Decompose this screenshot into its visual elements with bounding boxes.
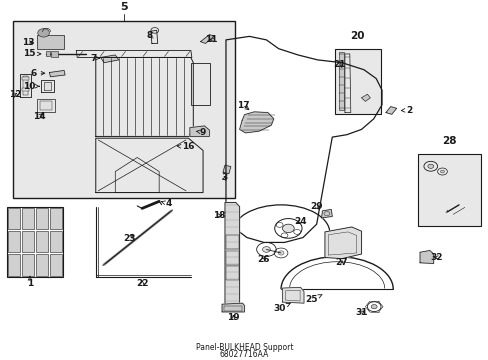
Bar: [13, 21, 234, 198]
Bar: [190, 63, 210, 105]
Bar: [22, 231, 34, 252]
Polygon shape: [200, 35, 214, 44]
Text: 14: 14: [33, 112, 46, 121]
Text: 19: 19: [226, 313, 239, 322]
Polygon shape: [223, 165, 230, 174]
Text: 20: 20: [350, 31, 365, 41]
Bar: [50, 255, 61, 276]
Bar: [40, 100, 52, 110]
Text: 1: 1: [27, 276, 33, 288]
Text: 68027716AA: 68027716AA: [220, 350, 268, 359]
Text: 21: 21: [332, 60, 345, 69]
Bar: [36, 208, 47, 229]
Bar: [338, 52, 344, 110]
Bar: [37, 99, 55, 112]
Polygon shape: [101, 55, 119, 63]
Polygon shape: [385, 107, 396, 114]
Text: 22: 22: [136, 279, 148, 288]
Polygon shape: [239, 112, 273, 133]
Bar: [6, 207, 62, 277]
Text: 11: 11: [204, 35, 217, 44]
Text: 7: 7: [90, 54, 99, 63]
Bar: [51, 51, 58, 58]
Text: 26: 26: [256, 256, 269, 265]
Circle shape: [262, 247, 270, 252]
Polygon shape: [419, 251, 433, 264]
Text: 2: 2: [401, 105, 411, 114]
Text: 10: 10: [23, 82, 40, 91]
Text: 6: 6: [31, 69, 45, 78]
Polygon shape: [282, 287, 304, 303]
Circle shape: [278, 251, 284, 255]
Bar: [37, 35, 64, 49]
Bar: [22, 77, 29, 80]
Circle shape: [38, 29, 49, 37]
Text: 24: 24: [293, 217, 306, 226]
Text: 23: 23: [123, 234, 136, 243]
Polygon shape: [189, 126, 209, 136]
Bar: [225, 235, 238, 249]
Bar: [417, 154, 480, 226]
Bar: [8, 255, 20, 276]
Bar: [36, 255, 47, 276]
Bar: [8, 208, 20, 229]
Text: 13: 13: [22, 38, 35, 47]
Polygon shape: [43, 82, 51, 90]
Text: 29: 29: [310, 202, 322, 211]
Text: 3: 3: [222, 174, 228, 183]
Text: 31: 31: [355, 308, 367, 317]
Text: 30: 30: [273, 303, 289, 313]
Polygon shape: [224, 202, 239, 306]
Bar: [225, 251, 238, 265]
Text: 32: 32: [430, 253, 443, 262]
Bar: [224, 306, 241, 311]
Bar: [22, 255, 34, 276]
Text: 27: 27: [335, 258, 347, 267]
Bar: [22, 88, 29, 91]
Bar: [36, 231, 47, 252]
Text: 28: 28: [441, 136, 456, 146]
Text: 5: 5: [120, 2, 127, 12]
Bar: [22, 208, 34, 229]
Text: 9: 9: [196, 128, 206, 137]
Text: 16: 16: [177, 143, 194, 152]
Bar: [45, 51, 50, 57]
Polygon shape: [49, 71, 65, 77]
Circle shape: [440, 170, 444, 173]
Text: 12: 12: [9, 90, 21, 99]
Bar: [225, 266, 238, 280]
Polygon shape: [222, 303, 244, 312]
Text: 8: 8: [146, 31, 152, 40]
Text: 18: 18: [212, 211, 225, 220]
Polygon shape: [321, 210, 331, 218]
Bar: [50, 231, 61, 252]
Circle shape: [282, 224, 294, 233]
Circle shape: [370, 305, 376, 309]
Text: 17: 17: [237, 101, 249, 110]
Bar: [334, 49, 380, 114]
Text: Panel-BULKHEAD Support: Panel-BULKHEAD Support: [195, 343, 293, 352]
Bar: [50, 208, 61, 229]
Text: 15: 15: [22, 49, 41, 58]
Polygon shape: [361, 94, 369, 101]
Text: 25: 25: [305, 294, 322, 304]
Polygon shape: [23, 76, 28, 95]
Circle shape: [427, 164, 433, 168]
Polygon shape: [325, 227, 361, 258]
Text: 4: 4: [161, 199, 172, 208]
Bar: [8, 231, 20, 252]
